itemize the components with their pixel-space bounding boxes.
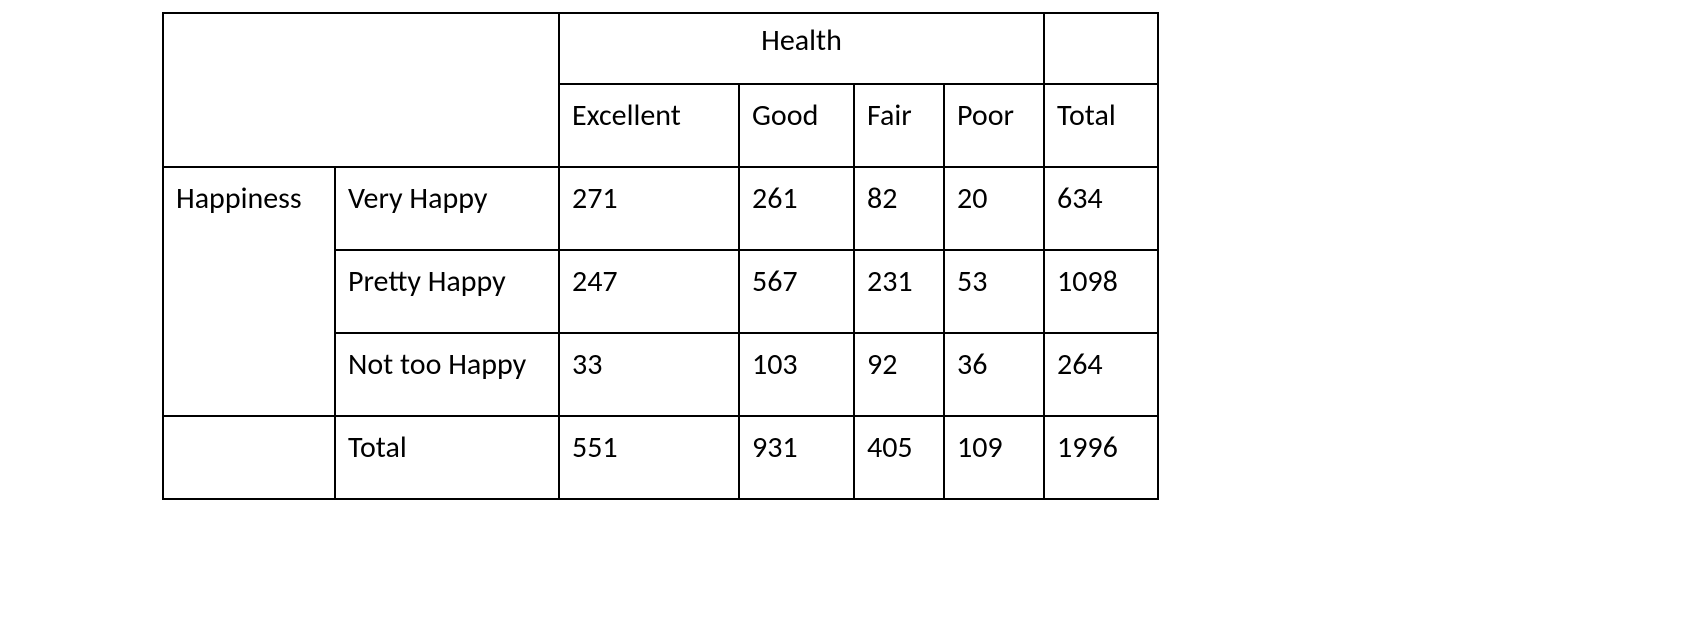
cell-pretty-happy-excellent: 247: [559, 250, 739, 333]
cell-very-happy-excellent: 271: [559, 167, 739, 250]
cell-not-too-happy-good: 103: [739, 333, 854, 416]
cell-very-happy-total: 634: [1044, 167, 1158, 250]
cell-pretty-happy-total: 1098: [1044, 250, 1158, 333]
cell-very-happy-fair: 82: [854, 167, 944, 250]
cell-very-happy-poor: 20: [944, 167, 1044, 250]
row-header-not-too-happy: Not too Happy: [335, 333, 559, 416]
cell-total-poor: 109: [944, 416, 1044, 499]
bottom-left-empty: [163, 416, 335, 499]
cell-total-excellent: 551: [559, 416, 739, 499]
row-header-total: Total: [335, 416, 559, 499]
cell-total-fair: 405: [854, 416, 944, 499]
col-header-excellent: Excellent: [559, 84, 739, 167]
contingency-table: Health Excellent Good Fair Poor Total Ha…: [162, 12, 1159, 500]
cell-grand-total: 1996: [1044, 416, 1158, 499]
cell-pretty-happy-fair: 231: [854, 250, 944, 333]
col-header-poor: Poor: [944, 84, 1044, 167]
column-axis-label: Health: [559, 13, 1044, 84]
col-header-fair: Fair: [854, 84, 944, 167]
col-header-good: Good: [739, 84, 854, 167]
top-left-empty: [163, 13, 559, 167]
row-header-pretty-happy: Pretty Happy: [335, 250, 559, 333]
row-axis-label: Happiness: [163, 167, 335, 416]
cell-total-good: 931: [739, 416, 854, 499]
top-right-empty: [1044, 13, 1158, 84]
cell-pretty-happy-good: 567: [739, 250, 854, 333]
cell-not-too-happy-excellent: 33: [559, 333, 739, 416]
row-header-very-happy: Very Happy: [335, 167, 559, 250]
cell-not-too-happy-total: 264: [1044, 333, 1158, 416]
cell-pretty-happy-poor: 53: [944, 250, 1044, 333]
cell-not-too-happy-poor: 36: [944, 333, 1044, 416]
cell-very-happy-good: 261: [739, 167, 854, 250]
col-header-total: Total: [1044, 84, 1158, 167]
cell-not-too-happy-fair: 92: [854, 333, 944, 416]
